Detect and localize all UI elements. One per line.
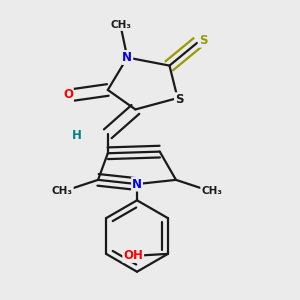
Text: CH₃: CH₃ (201, 186, 222, 196)
Text: OH: OH (123, 249, 143, 262)
Text: CH₃: CH₃ (52, 186, 73, 196)
Text: N: N (122, 51, 132, 64)
Text: S: S (175, 93, 184, 106)
Text: N: N (132, 178, 142, 190)
Text: S: S (199, 34, 207, 47)
Text: O: O (63, 88, 73, 101)
Text: CH₃: CH₃ (110, 20, 131, 30)
Text: H: H (72, 129, 82, 142)
